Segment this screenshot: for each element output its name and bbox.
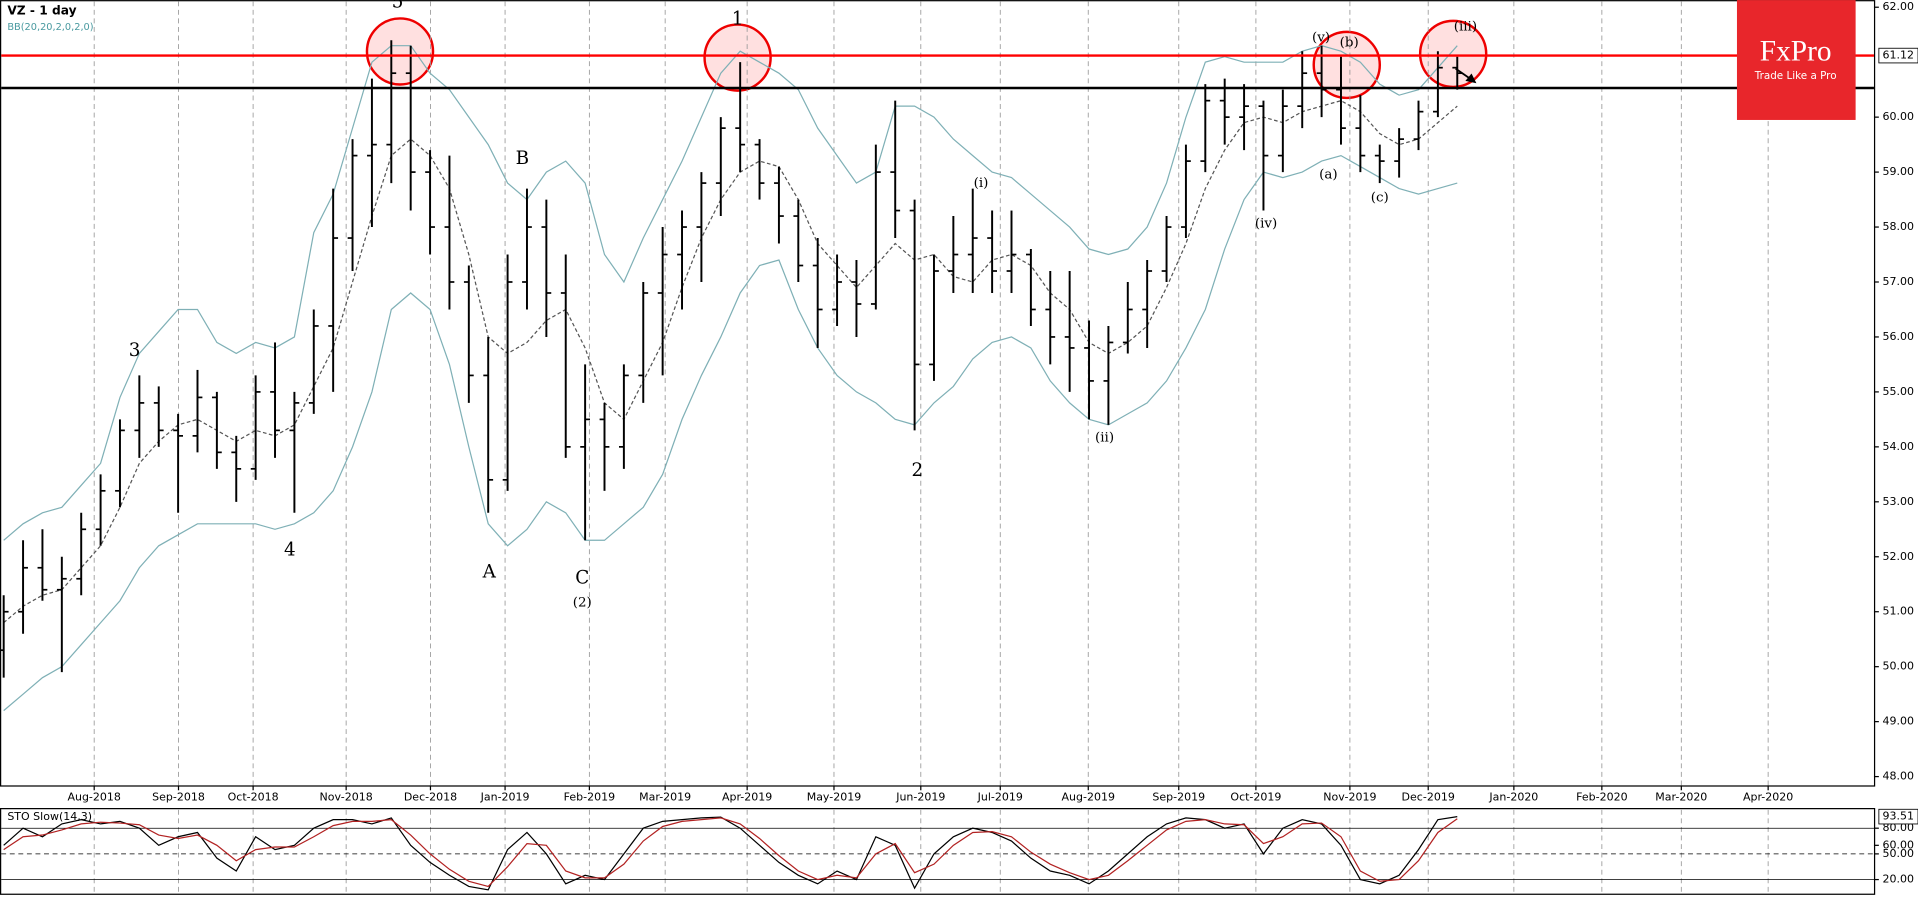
- wave-label: (b): [1340, 35, 1359, 50]
- y-tick-label: 56.00: [1883, 330, 1915, 343]
- highlight-circle: [365, 17, 435, 86]
- y-tick-label: 57.00: [1883, 275, 1915, 288]
- y-tick-label: 53.00: [1883, 495, 1915, 508]
- wave-label: A: [482, 562, 497, 583]
- stoch-panel: [0, 808, 1876, 895]
- wave-label: (i): [974, 176, 989, 191]
- x-tick-label: Jan-2020: [1488, 791, 1538, 804]
- wave-label: C: [575, 568, 589, 589]
- stoch-title: STO Slow(14,3): [7, 810, 92, 823]
- x-tick-label: Nov-2018: [320, 791, 373, 804]
- series-line: [3, 817, 1458, 888]
- value-label: 93.51: [1883, 810, 1915, 823]
- wave-label: (iv): [1255, 216, 1277, 231]
- x-tick-label: Apr-2019: [722, 791, 772, 804]
- x-tick-label: Aug-2019: [1062, 791, 1115, 804]
- x-tick-label: Mar-2019: [639, 791, 691, 804]
- x-tick-label: Dec-2018: [404, 791, 457, 804]
- y-tick-label: 20.00: [1883, 873, 1915, 886]
- x-tick-label: Feb-2020: [1576, 791, 1627, 804]
- x-tick-label: Feb-2019: [564, 791, 615, 804]
- x-tick-label: Jan-2019: [480, 791, 530, 804]
- series-line: [3, 816, 1458, 891]
- wave-label: (a): [1319, 168, 1338, 183]
- x-tick-label: Nov-2019: [1323, 791, 1376, 804]
- series-line: [3, 99, 1458, 624]
- wave-label: (ii): [1095, 430, 1114, 445]
- wave-label: (c): [1371, 191, 1389, 206]
- y-tick-label: 60.00: [1883, 110, 1915, 123]
- wave-label: 1: [732, 9, 744, 30]
- y-tick-label: 48.00: [1883, 770, 1915, 783]
- y-tick-label: 51.00: [1883, 605, 1915, 618]
- highlight-circle: [703, 23, 772, 92]
- series-line: [3, 45, 1458, 541]
- series-line: [3, 154, 1458, 712]
- y-tick-label: 49.00: [1883, 715, 1915, 728]
- x-tick-label: Apr-2020: [1743, 791, 1793, 804]
- y-tick-label: 80.00: [1883, 821, 1915, 834]
- y-tick-label: 55.00: [1883, 385, 1915, 398]
- y-tick-label: 58.00: [1883, 220, 1915, 233]
- x-tick-label: Mar-2020: [1655, 791, 1707, 804]
- indicator-label: BB(20,20,2,0,2,0): [7, 22, 93, 33]
- y-tick-label: 59.00: [1883, 165, 1915, 178]
- y-tick-label: 60.00: [1883, 838, 1915, 851]
- x-tick-label: Sep-2018: [152, 791, 205, 804]
- y-tick-label: 50.00: [1883, 847, 1915, 860]
- wave-label: (v): [1312, 30, 1330, 45]
- wave-label: B: [516, 148, 529, 169]
- price-label-box: [1878, 47, 1918, 64]
- x-tick-label: May-2019: [807, 791, 862, 804]
- wave-label: (iii): [1454, 19, 1477, 34]
- wave-label: 3: [129, 340, 141, 361]
- logo-box: [1736, 0, 1856, 120]
- y-tick-label: 52.00: [1883, 550, 1915, 563]
- highlight-circles: [365, 17, 1488, 100]
- y-tick-label: 50.00: [1883, 660, 1915, 673]
- logo-name: FxPro: [1760, 36, 1832, 68]
- y-tick-label: 62.00: [1883, 0, 1915, 13]
- x-tick-label: Jul-2019: [977, 791, 1023, 804]
- x-tick-label: Dec-2019: [1402, 791, 1455, 804]
- x-tick-label: Oct-2018: [228, 791, 279, 804]
- price-label: 61.12: [1883, 49, 1915, 62]
- arrow-head: [1465, 73, 1477, 84]
- logo-tagline: Trade Like a Pro: [1754, 70, 1837, 82]
- x-tick-label: Sep-2019: [1152, 791, 1205, 804]
- value-label-box: [1878, 808, 1918, 825]
- chart-title: VZ - 1 day: [7, 4, 76, 18]
- price-panel: [0, 0, 1876, 787]
- x-tick-label: Oct-2019: [1230, 791, 1281, 804]
- x-tick-label: Jun-2019: [895, 791, 945, 804]
- wave-label: 4: [284, 540, 296, 561]
- wave-label: (2): [573, 596, 592, 611]
- wave-label: 2: [912, 460, 924, 481]
- x-tick-label: Aug-2018: [67, 791, 120, 804]
- wave-label: 5: [392, 0, 404, 13]
- y-tick-label: 54.00: [1883, 440, 1915, 453]
